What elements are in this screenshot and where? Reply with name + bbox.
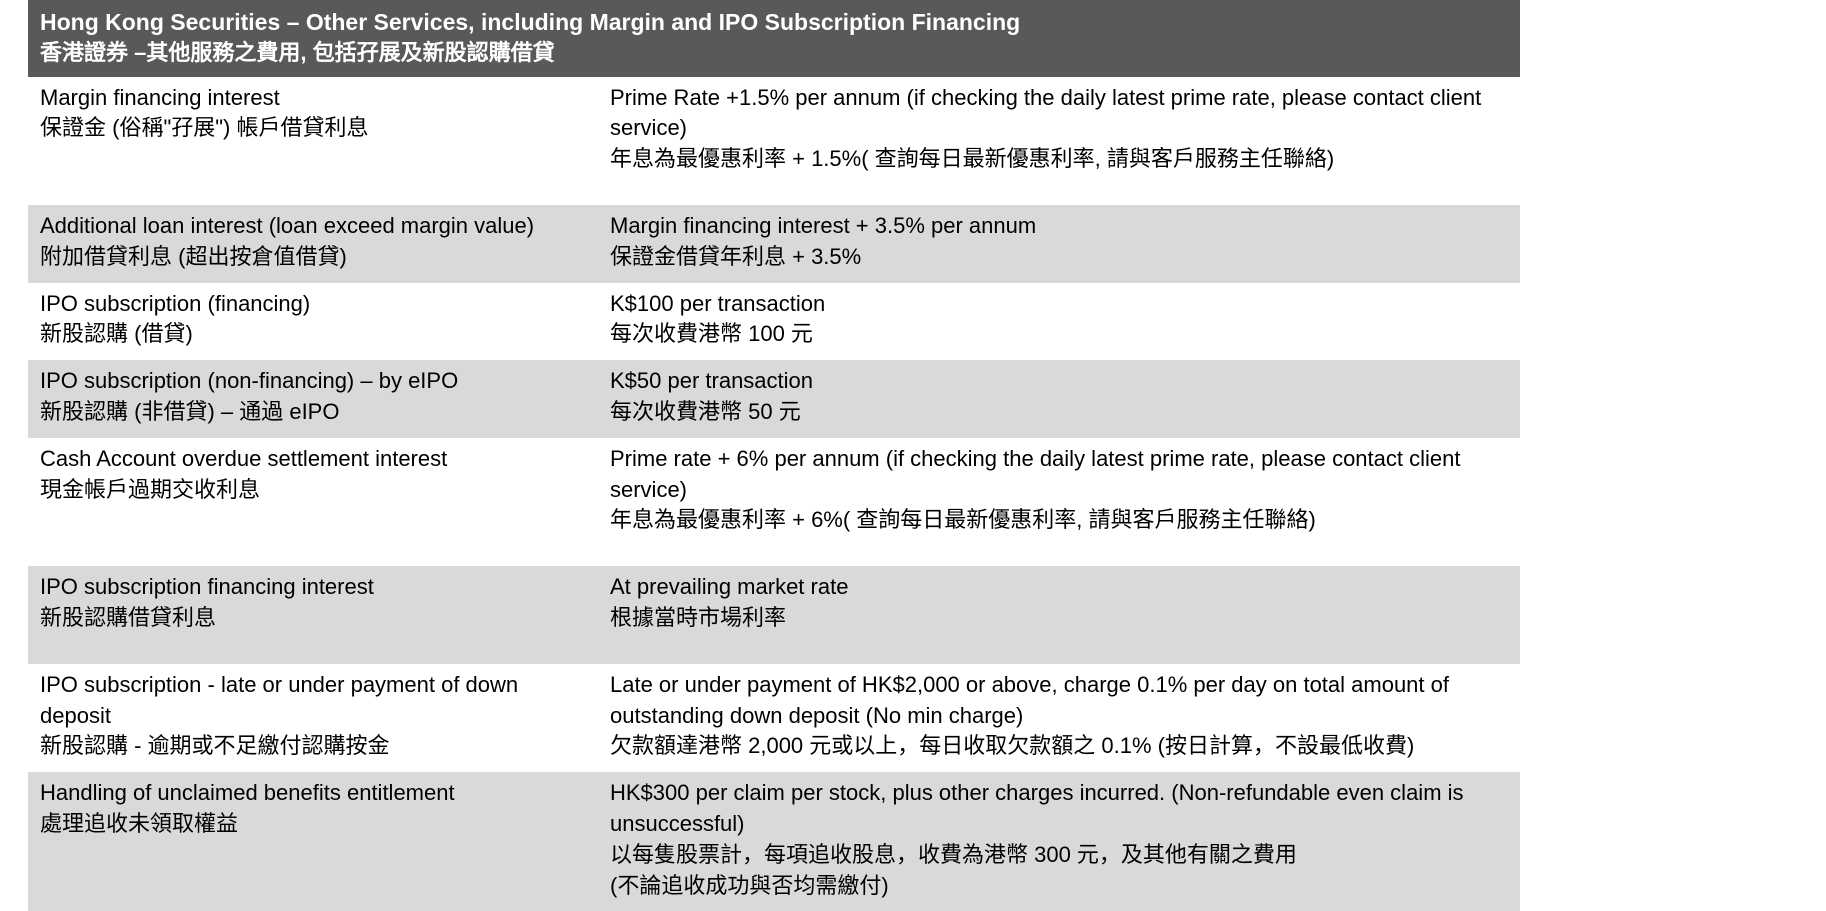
service-name-en: IPO subscription (financing) (40, 289, 590, 320)
fee-detail-en: Margin financing interest + 3.5% per ann… (610, 211, 1508, 242)
table-header: Hong Kong Securities – Other Services, i… (28, 0, 1520, 77)
fee-detail-zh: 每次收費港幣 100 元 (610, 319, 1508, 350)
table-row: Additional loan interest (loan exceed ma… (28, 205, 1520, 283)
table-row: Margin financing interest保證金 (俗稱"孖展") 帳戶… (28, 77, 1520, 185)
fee-table: Hong Kong Securities – Other Services, i… (0, 0, 1520, 911)
service-name-cell: Handling of unclaimed benefits entitleme… (40, 778, 610, 901)
service-name-en: Cash Account overdue settlement interest (40, 444, 590, 475)
service-name-zh: 新股認購 (借貸) (40, 319, 590, 350)
service-name-en: IPO subscription - late or under payment… (40, 670, 590, 732)
fee-detail-en: K$100 per transaction (610, 289, 1508, 320)
service-name-cell: Cash Account overdue settlement interest… (40, 444, 610, 536)
service-name-zh: 新股認購 - 逾期或不足繳付認購按金 (40, 731, 590, 762)
service-name-zh: 新股認購 (非借貸) – 通過 eIPO (40, 397, 590, 428)
service-name-cell: Additional loan interest (loan exceed ma… (40, 211, 610, 273)
service-name-zh: 保證金 (俗稱"孖展") 帳戶借貸利息 (40, 113, 590, 144)
service-name-zh: 現金帳戶過期交收利息 (40, 475, 590, 506)
fee-detail-cell: Prime Rate +1.5% per annum (if checking … (610, 83, 1508, 175)
fee-detail-zh: 欠款額達港幣 2,000 元或以上，每日收取欠款額之 0.1% (按日計算，不設… (610, 731, 1508, 762)
fee-detail-cell: Margin financing interest + 3.5% per ann… (610, 211, 1508, 273)
fee-detail-en: At prevailing market rate (610, 572, 1508, 603)
fee-detail-cell: K$50 per transaction每次收費港幣 50 元 (610, 366, 1508, 428)
fee-detail-en: HK$300 per claim per stock, plus other c… (610, 778, 1508, 840)
row-spacer (28, 546, 1520, 566)
service-name-en: IPO subscription financing interest (40, 572, 590, 603)
table-row: IPO subscription financing interest新股認購借… (28, 566, 1520, 644)
service-name-zh: 處理追收未領取權益 (40, 809, 590, 840)
fee-detail-zh: 根據當時市場利率 (610, 603, 1508, 634)
row-spacer (28, 185, 1520, 205)
table-row: Handling of unclaimed benefits entitleme… (28, 772, 1520, 911)
fee-detail-zh: 年息為最優惠利率 + 1.5%( 查詢每日最新優惠利率, 請與客戶服務主任聯絡) (610, 144, 1508, 175)
fee-detail-zh-2: (不論追收成功與否均需繳付) (610, 871, 1508, 902)
service-name-cell: IPO subscription (financing)新股認購 (借貸) (40, 289, 610, 351)
fee-detail-cell: At prevailing market rate根據當時市場利率 (610, 572, 1508, 634)
service-name-zh: 新股認購借貸利息 (40, 603, 590, 634)
fee-detail-cell: HK$300 per claim per stock, plus other c… (610, 778, 1508, 901)
fee-detail-zh: 以每隻股票計，每項追收股息，收費為港幣 300 元，及其他有關之費用 (610, 840, 1508, 871)
table-row: IPO subscription (non-financing) – by eI… (28, 360, 1520, 438)
service-name-cell: IPO subscription financing interest新股認購借… (40, 572, 610, 634)
fee-detail-en: K$50 per transaction (610, 366, 1508, 397)
fee-detail-en: Prime Rate +1.5% per annum (if checking … (610, 83, 1508, 145)
service-name-en: Handling of unclaimed benefits entitleme… (40, 778, 590, 809)
fee-detail-zh: 保證金借貸年利息 + 3.5% (610, 242, 1508, 273)
header-title-zh: 香港證券 –其他服務之費用, 包括孖展及新股認購借貸 (40, 38, 1508, 69)
service-name-en: Additional loan interest (loan exceed ma… (40, 211, 590, 242)
service-name-en: Margin financing interest (40, 83, 590, 114)
fee-detail-zh: 年息為最優惠利率 + 6%( 查詢每日最新優惠利率, 請與客戶服務主任聯絡) (610, 505, 1508, 536)
service-name-cell: IPO subscription - late or under payment… (40, 670, 610, 762)
fee-detail-zh: 每次收費港幣 50 元 (610, 397, 1508, 428)
table-row: IPO subscription - late or under payment… (28, 664, 1520, 772)
table-row: IPO subscription (financing)新股認購 (借貸)K$1… (28, 283, 1520, 361)
row-spacer (28, 644, 1520, 664)
fee-detail-cell: Late or under payment of HK$2,000 or abo… (610, 670, 1508, 762)
fee-detail-en: Prime rate + 6% per annum (if checking t… (610, 444, 1508, 506)
service-name-cell: Margin financing interest保證金 (俗稱"孖展") 帳戶… (40, 83, 610, 175)
service-name-cell: IPO subscription (non-financing) – by eI… (40, 366, 610, 428)
table-row: Cash Account overdue settlement interest… (28, 438, 1520, 546)
service-name-zh: 附加借貸利息 (超出按倉值借貸) (40, 242, 590, 273)
fee-detail-cell: K$100 per transaction每次收費港幣 100 元 (610, 289, 1508, 351)
service-name-en: IPO subscription (non-financing) – by eI… (40, 366, 590, 397)
fee-detail-cell: Prime rate + 6% per annum (if checking t… (610, 444, 1508, 536)
fee-detail-en: Late or under payment of HK$2,000 or abo… (610, 670, 1508, 732)
header-title-en: Hong Kong Securities – Other Services, i… (40, 8, 1508, 38)
